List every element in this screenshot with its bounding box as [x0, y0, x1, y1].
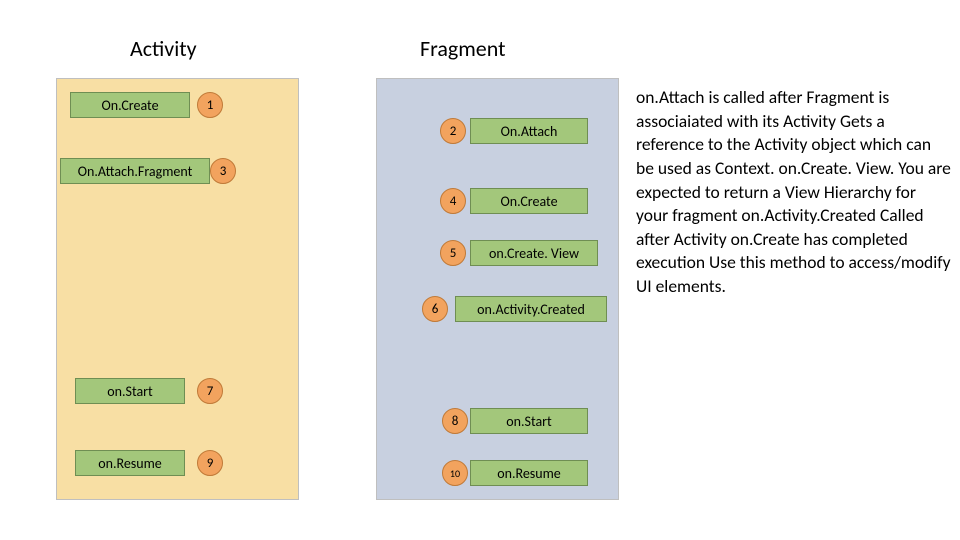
- activity-step-circle: 3: [210, 158, 236, 184]
- fragment-step-circle: 2: [440, 118, 466, 144]
- activity-box: on.Resume: [75, 450, 185, 476]
- fragment-box: on.Create. View: [470, 240, 598, 266]
- fragment-step-circle: 4: [440, 188, 466, 214]
- activity-step-circle: 9: [197, 450, 223, 476]
- fragment-step-circle: 5: [440, 240, 466, 266]
- fragment-step-circle: 6: [422, 296, 448, 322]
- fragment-box: on.Resume: [470, 460, 588, 486]
- description-text: on.Attach is called after Fragment is as…: [636, 86, 951, 299]
- fragment-step-circle: 10: [442, 460, 468, 486]
- activity-panel: [56, 78, 299, 500]
- activity-box: on.Start: [75, 378, 185, 404]
- fragment-box: On.Create: [470, 188, 588, 214]
- fragment-box: on.Activity.Created: [455, 296, 607, 322]
- activity-title: Activity: [130, 35, 197, 62]
- fragment-title: Fragment: [420, 35, 505, 62]
- activity-step-circle: 1: [197, 92, 223, 118]
- fragment-step-circle: 8: [442, 408, 468, 434]
- fragment-box: on.Start: [470, 408, 588, 434]
- activity-box: On.Attach.Fragment: [60, 158, 210, 184]
- activity-box: On.Create: [70, 92, 190, 118]
- activity-step-circle: 7: [197, 378, 223, 404]
- fragment-box: On.Attach: [470, 118, 588, 144]
